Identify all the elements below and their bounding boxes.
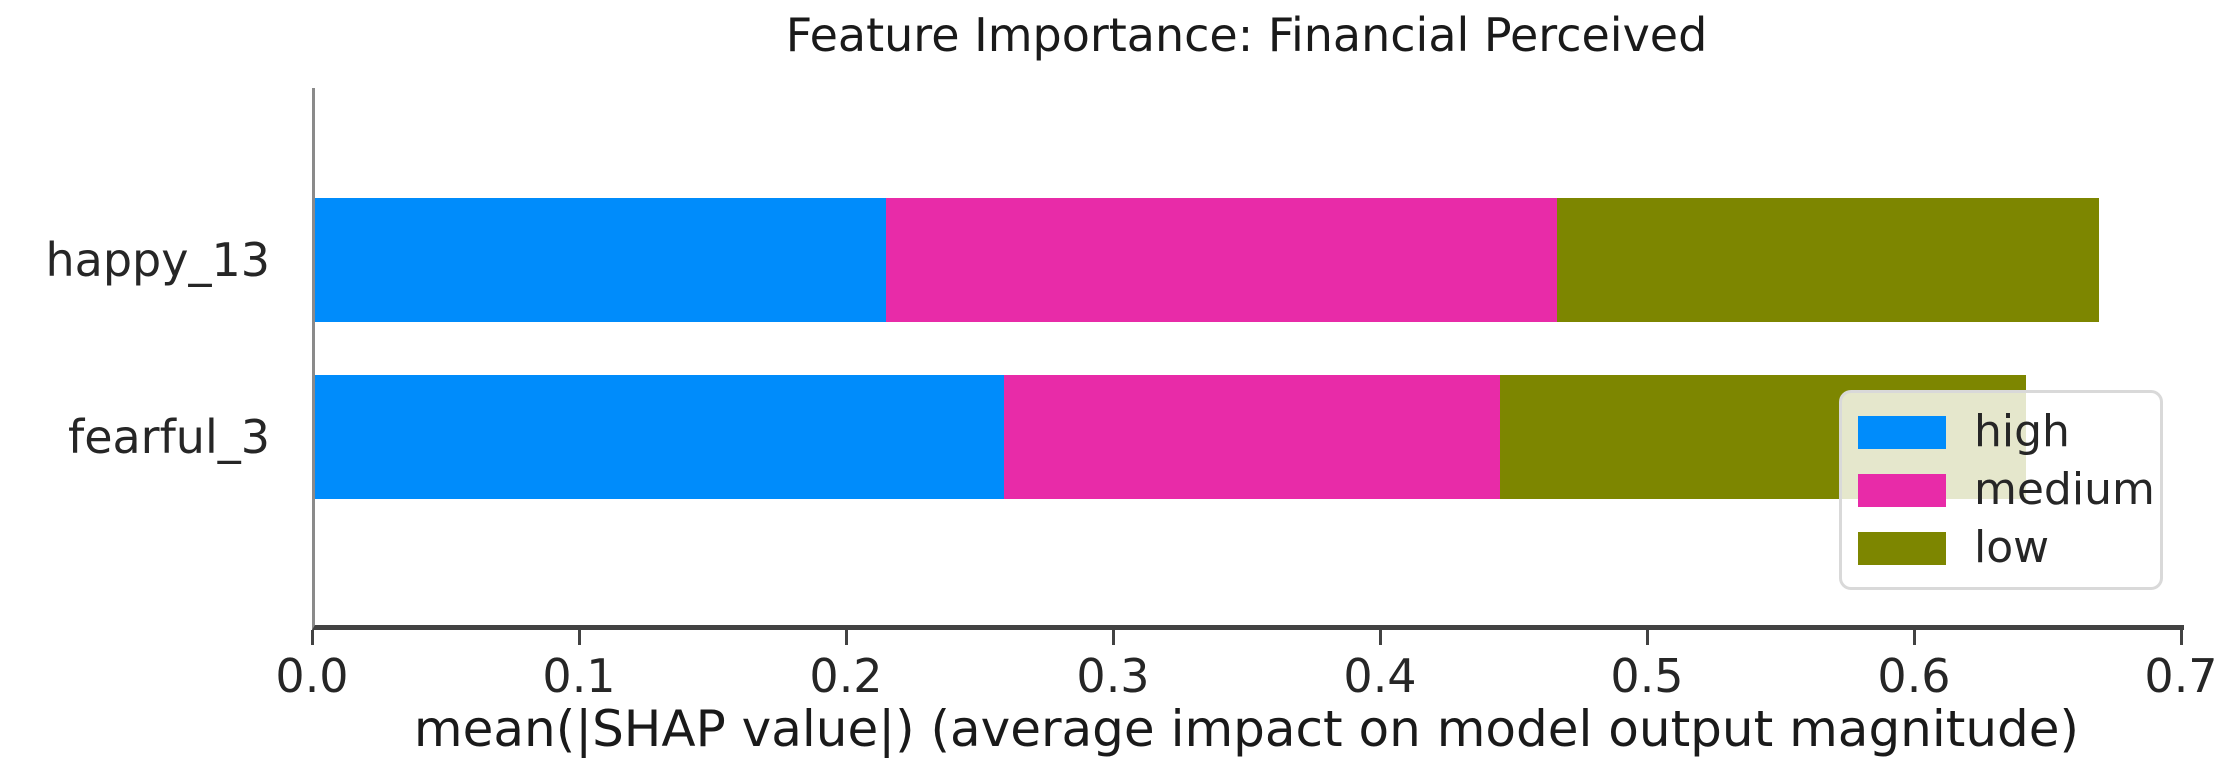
x-tick-mark xyxy=(578,630,581,645)
legend: high medium low xyxy=(1839,390,2163,590)
bar-segment-medium xyxy=(886,198,1557,322)
x-tick-mark xyxy=(311,630,314,645)
category-label-happy_13: happy_13 xyxy=(45,233,271,287)
x-tick-mark xyxy=(1112,630,1115,645)
y-axis-category-labels: happy_13 fearful_3 xyxy=(0,88,292,625)
x-tick-mark xyxy=(1379,630,1382,645)
x-tick-label: 0.6 xyxy=(1877,649,1951,703)
x-tick-label: 0.7 xyxy=(2144,649,2218,703)
legend-swatch-low xyxy=(1858,531,1946,565)
x-tick-label: 0.5 xyxy=(1610,649,1684,703)
x-tick-mark xyxy=(2180,630,2183,645)
legend-label-medium: medium xyxy=(1974,464,2155,515)
category-label-fearful_3: fearful_3 xyxy=(68,410,270,464)
x-tick-mark xyxy=(1646,630,1649,645)
x-tick-mark xyxy=(1913,630,1916,645)
legend-row-low: low xyxy=(1858,526,2160,570)
bar-segment-low xyxy=(1556,198,2099,322)
x-tick-label: 0.2 xyxy=(809,649,883,703)
x-tick-label: 0.1 xyxy=(542,649,616,703)
bar-segment-high xyxy=(315,198,887,322)
x-axis-label: mean(|SHAP value|) (average impact on mo… xyxy=(413,700,2080,758)
legend-row-medium: medium xyxy=(1858,468,2160,512)
plot-area xyxy=(312,88,2184,630)
x-tick-label: 0.4 xyxy=(1343,649,1417,703)
bar-segment-high xyxy=(315,375,1004,499)
chart-title: Feature Importance: Financial Perceived xyxy=(785,8,1708,62)
x-tick-mark xyxy=(845,630,848,645)
legend-row-high: high xyxy=(1858,410,2160,454)
x-tick-label: 0.3 xyxy=(1076,649,1150,703)
bar-row-happy_13 xyxy=(315,198,2184,322)
legend-swatch-medium xyxy=(1858,473,1946,507)
x-tick-label: 0.0 xyxy=(275,649,349,703)
legend-label-low: low xyxy=(1974,522,2050,573)
x-axis-ticks: 0.0 0.1 0.2 0.3 0.4 0.5 0.6 0.7 xyxy=(275,625,2218,705)
bar-segment-medium xyxy=(1003,375,1501,499)
legend-label-high: high xyxy=(1974,406,2070,457)
legend-swatch-high xyxy=(1858,415,1946,449)
